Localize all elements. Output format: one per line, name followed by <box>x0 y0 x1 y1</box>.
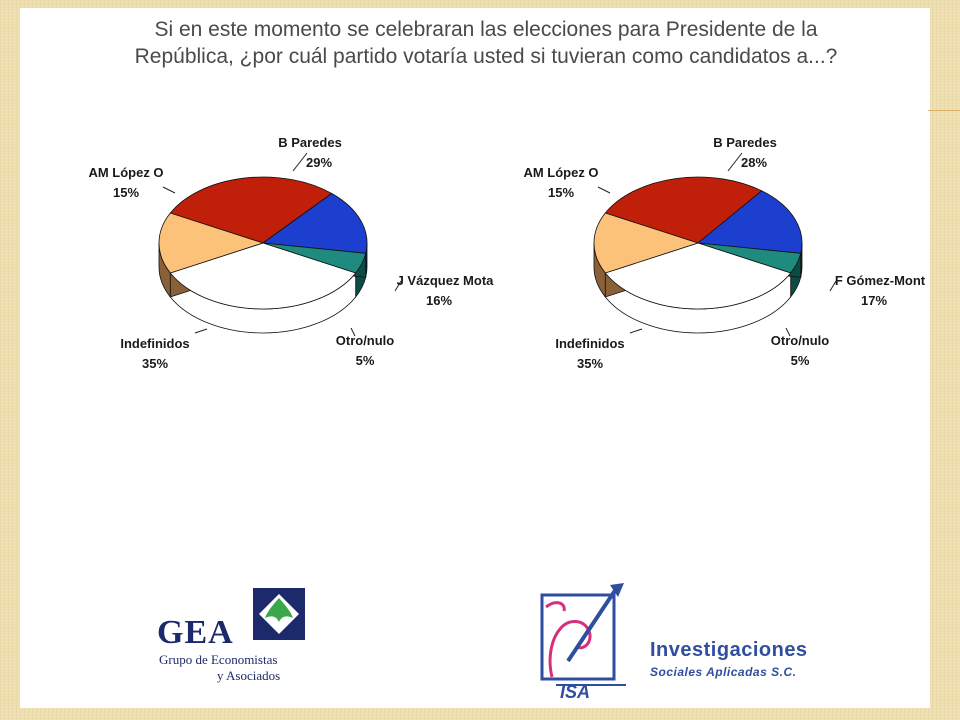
leader-line-f-gomez-mont <box>829 280 837 292</box>
isa-emblem-icon: ISA <box>540 583 626 699</box>
pie-slice-b-paredes <box>604 176 763 244</box>
gea-logo: GEA Grupo de Economistas y Asociados <box>157 588 327 688</box>
slide: Si en este momento se celebraran las ele… <box>20 8 930 708</box>
gea-logo-line-1: Grupo de Economistas <box>159 652 278 667</box>
pie-slice-am-lopez-o <box>158 212 265 274</box>
leader-line-otro-nulo <box>350 327 356 337</box>
isa-logo-name: Investigaciones <box>650 639 808 661</box>
pie-slice-indefinidos <box>169 242 357 310</box>
pie-slice-am-lopez-o <box>593 212 700 274</box>
slice-value-am-lopez-o: 15% <box>548 185 574 200</box>
slice-label-b-paredes: B Paredes <box>713 135 777 150</box>
leader-line-b-paredes <box>292 152 308 172</box>
slice-value-f-gomez-mont: 17% <box>861 293 887 308</box>
gea-emblem-icon <box>253 588 305 640</box>
slice-value-am-lopez-o: 15% <box>113 185 139 200</box>
leader-line-am-lopez-o <box>162 186 176 194</box>
pie-slice-indefinidos <box>604 242 792 310</box>
slice-label-b-paredes: B Paredes <box>278 135 342 150</box>
slice-label-otro-nulo: Otro/nulo <box>771 333 830 348</box>
slice-label-indefinidos: Indefinidos <box>120 336 189 351</box>
leader-line-j-vazquez-mota <box>394 280 402 292</box>
slice-label-j-vazquez-mota: J Vázquez Mota <box>397 273 495 288</box>
slice-value-b-paredes: 29% <box>306 155 332 170</box>
slice-label-f-gomez-mont: F Gómez-Mont <box>835 273 926 288</box>
title-line-2: República, ¿por cuál partido votaría ust… <box>134 45 838 68</box>
slice-value-indefinidos: 35% <box>577 356 603 371</box>
slice-label-indefinidos: Indefinidos <box>555 336 624 351</box>
pie-chart-right: B Paredes 28% F Gómez-Mont 17% Otro/nulo 5% In… <box>523 135 926 371</box>
title-line-1: Si en este momento se celebraran las ele… <box>154 18 818 41</box>
slice-label-am-lopez-o: AM López O <box>523 165 598 180</box>
slice-value-indefinidos: 35% <box>142 356 168 371</box>
slice-value-otro-nulo: 5% <box>356 353 375 368</box>
pie-chart-left: B Paredes 29% J Vázquez Mota 16% Otro/nulo 5%… <box>88 135 495 371</box>
gea-logo-line-2: y Asociados <box>217 668 281 683</box>
decorative-line <box>928 110 960 111</box>
leader-line-b-paredes <box>727 152 743 172</box>
slice-label-otro-nulo: Otro/nulo <box>336 333 395 348</box>
isa-mark-text: ISA <box>560 682 590 699</box>
slice-label-am-lopez-o: AM López O <box>88 165 163 180</box>
pie-slice-f-gomez-mont <box>696 190 803 254</box>
leader-line-indefinidos <box>194 328 208 334</box>
leader-line-indefinidos <box>629 328 643 334</box>
leader-line-otro-nulo <box>785 327 791 337</box>
slice-value-j-vazquez-mota: 16% <box>426 293 452 308</box>
slide-title: Si en este momento se celebraran las ele… <box>96 16 876 70</box>
gea-logo-name: GEA <box>157 614 234 651</box>
isa-logo-subtitle: Sociales Aplicadas S.C. <box>650 665 797 679</box>
slice-value-otro-nulo: 5% <box>791 353 810 368</box>
slice-value-b-paredes: 28% <box>741 155 767 170</box>
pie-slice-b-paredes <box>169 176 333 244</box>
isa-logo: ISA Investigaciones Sociales Aplicadas S… <box>538 581 818 701</box>
pie-slice-j-vazquez-mota <box>261 193 368 254</box>
leader-line-am-lopez-o <box>597 186 611 194</box>
